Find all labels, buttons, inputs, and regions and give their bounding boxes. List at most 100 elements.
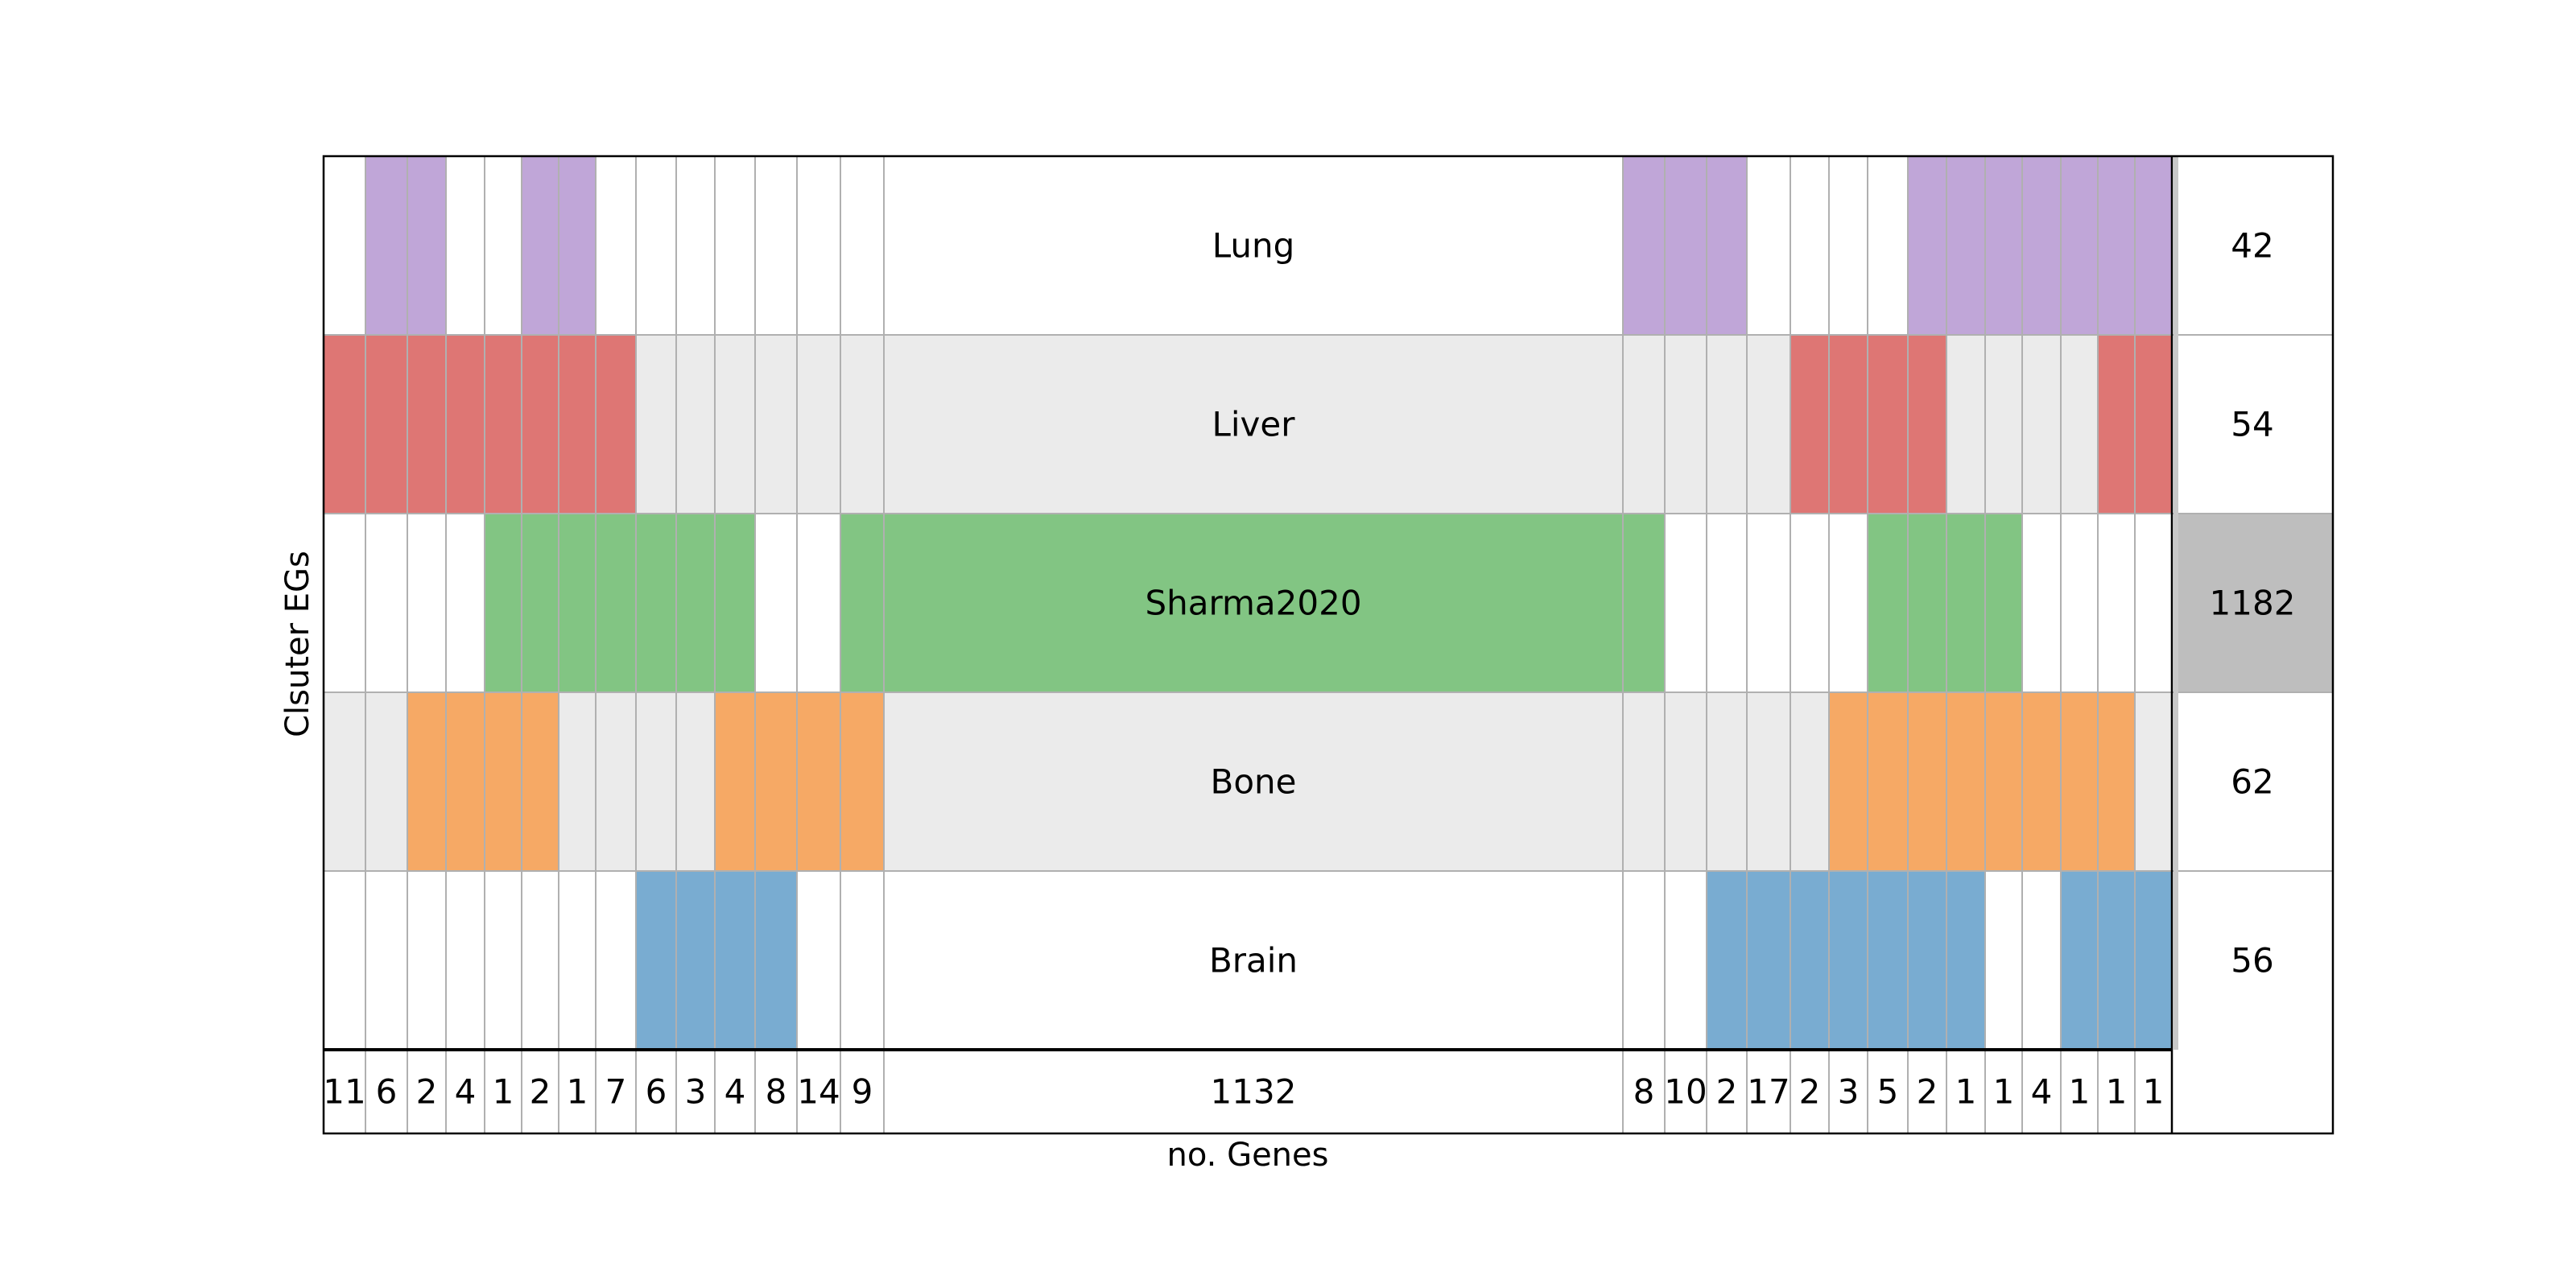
membership-cell — [559, 156, 596, 335]
total-cell-background — [2177, 335, 2333, 514]
membership-cell — [559, 335, 596, 514]
membership-cell — [2061, 692, 2098, 871]
membership-cell — [1707, 156, 1747, 335]
membership-cell — [485, 335, 522, 514]
row-label-bone: Bone — [1211, 762, 1297, 802]
membership-cell — [715, 871, 755, 1050]
membership-cell — [1829, 335, 1868, 514]
membership-cell — [840, 692, 884, 871]
column-size-label: 8 — [1633, 1072, 1655, 1112]
x-axis-label: no. Genes — [1167, 1137, 1329, 1174]
membership-cell — [1908, 335, 1946, 514]
membership-cell — [1908, 692, 1946, 871]
membership-cell — [1946, 871, 1985, 1050]
column-size-label: 14 — [797, 1072, 840, 1112]
row-total-sharma2020: 1182 — [2210, 584, 2296, 623]
total-cell-background — [2177, 871, 2333, 1050]
membership-cell — [1790, 335, 1829, 514]
column-size-label: 2 — [1716, 1072, 1738, 1112]
membership-cell — [1985, 514, 2022, 692]
total-cell-background — [2177, 514, 2333, 692]
membership-cell — [2061, 871, 2098, 1050]
membership-cell — [1829, 871, 1868, 1050]
row-labels: Lung Liver Sharma2020 Bone Brain — [1145, 226, 1361, 980]
membership-cell — [446, 335, 485, 514]
membership-cell — [676, 514, 715, 692]
row-totals: 42 54 1182 62 56 — [2210, 226, 2296, 980]
membership-cell — [1868, 335, 1908, 514]
chart-frame — [322, 155, 2334, 1135]
membership-cell — [1946, 156, 1985, 335]
column-size-label: 10 — [1664, 1072, 1707, 1112]
membership-cell — [840, 514, 884, 692]
membership-cell — [1908, 156, 1946, 335]
membership-cell — [1623, 156, 1665, 335]
membership-cell — [407, 156, 446, 335]
membership-cell — [1946, 514, 1985, 692]
column-size-label: 2 — [530, 1072, 551, 1112]
row-label-liver: Liver — [1212, 405, 1295, 444]
membership-cell — [1790, 871, 1829, 1050]
membership-cell — [1985, 156, 2022, 335]
membership-cell — [1908, 514, 1946, 692]
total-cell-background — [2177, 692, 2333, 871]
membership-cell — [2135, 335, 2172, 514]
membership-cell — [365, 156, 407, 335]
membership-cell — [715, 692, 755, 871]
membership-cell — [755, 692, 797, 871]
column-size-label: 7 — [605, 1072, 627, 1112]
membership-cell — [522, 335, 559, 514]
membership-cell — [755, 871, 797, 1050]
membership-cell — [596, 514, 636, 692]
membership-cell — [365, 335, 407, 514]
outer-frame — [322, 155, 2334, 1135]
membership-cell — [2022, 156, 2061, 335]
y-axis-label: Clsuter EGs — [279, 551, 316, 737]
membership-cell — [715, 514, 755, 692]
membership-cell — [884, 514, 1623, 692]
row-label-sharma2020: Sharma2020 — [1145, 584, 1361, 623]
membership-cell — [522, 692, 559, 871]
column-size-label: 1 — [2069, 1072, 2091, 1112]
column-size-label: 5 — [1877, 1072, 1899, 1112]
column-size-label: 4 — [455, 1072, 477, 1112]
totals-separator — [2174, 156, 2178, 1050]
column-size-label: 1 — [493, 1072, 514, 1112]
membership-cell — [2135, 871, 2172, 1050]
column-size-label: 1132 — [1211, 1072, 1297, 1112]
column-size-label: 2 — [1917, 1072, 1938, 1112]
membership-cell — [485, 692, 522, 871]
membership-cell — [636, 871, 676, 1050]
column-size-label: 2 — [416, 1072, 438, 1112]
membership-cell — [596, 335, 636, 514]
column-size-label: 4 — [724, 1072, 746, 1112]
membership-cell — [676, 871, 715, 1050]
membership-cell — [2098, 335, 2135, 514]
column-size-label: 2 — [1799, 1072, 1821, 1112]
membership-cell — [1908, 871, 1946, 1050]
column-size-label: 8 — [766, 1072, 787, 1112]
column-size-label: 9 — [852, 1072, 873, 1112]
membership-cell — [1707, 871, 1747, 1050]
membership-cells — [324, 156, 2172, 1050]
column-size-label: 6 — [646, 1072, 667, 1112]
membership-cell — [2098, 692, 2135, 871]
membership-cell — [636, 514, 676, 692]
row-total-bone: 62 — [2231, 762, 2273, 802]
column-size-label: 1 — [2106, 1072, 2128, 1112]
membership-cell — [2061, 156, 2098, 335]
column-size-label: 1 — [567, 1072, 588, 1112]
column-size-label: 1 — [1993, 1072, 2015, 1112]
row-background — [324, 156, 2172, 335]
membership-cell — [1868, 514, 1908, 692]
membership-cell — [1623, 514, 1665, 692]
column-size-label: 6 — [376, 1072, 398, 1112]
row-label-brain: Brain — [1209, 941, 1298, 980]
total-cell-background — [2177, 156, 2333, 335]
membership-cell — [324, 335, 365, 514]
membership-cell — [2135, 156, 2172, 335]
membership-cell — [797, 692, 840, 871]
column-size-labels: 11 6 2 4 1 2 1 7 6 3 4 8 14 9 1132 8 10 2 17 2 3 5 2 1 1 4 1 1 1 — [323, 1072, 2164, 1112]
membership-cell — [407, 692, 446, 871]
column-size-label: 3 — [685, 1072, 707, 1112]
